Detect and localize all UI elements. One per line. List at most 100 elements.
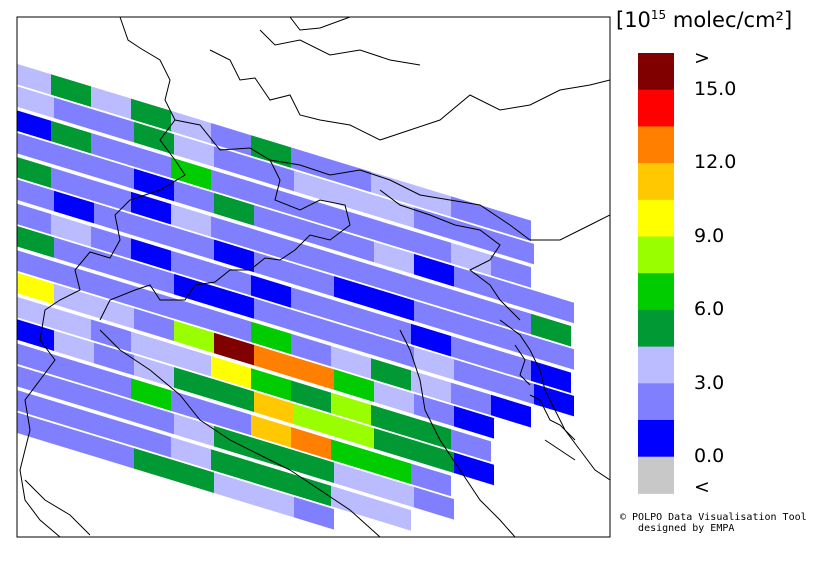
swath-pixel [374, 241, 414, 275]
swath-pixel [211, 169, 251, 203]
swath-pixel [374, 474, 414, 508]
swath-pixel [91, 366, 131, 399]
coastline [24, 479, 91, 536]
swath-pixel [331, 206, 371, 239]
swath-pixel [91, 319, 131, 353]
swath-pixel [451, 336, 491, 369]
swath-pixel [411, 277, 451, 310]
swath-pixel [331, 485, 371, 519]
colorbar-bin [638, 199, 674, 237]
swath-pixel [411, 230, 451, 264]
swath-pixel [371, 404, 411, 438]
swath-pixel [294, 263, 334, 297]
swath-pixel [294, 496, 334, 530]
swath-pixel [171, 110, 211, 144]
swath-pixel [251, 275, 291, 308]
swath-pixel [51, 400, 91, 434]
swath-pixel [331, 159, 371, 193]
swath-pixel [17, 203, 51, 235]
swath-pixel [174, 134, 214, 167]
coastline [399, 329, 516, 537]
swath-pixel [334, 182, 374, 216]
swath-pixel [531, 313, 571, 347]
legend-unit: [1015 molec/cm²] [616, 8, 793, 32]
swath-pixel [211, 309, 251, 343]
coastline [514, 344, 531, 386]
swath-pixel [491, 394, 531, 428]
swath-pixel [17, 343, 51, 375]
swath-pixel [94, 342, 134, 376]
colorbar-bin [638, 89, 674, 127]
swath-pixel [334, 276, 374, 309]
swath-pixel [534, 290, 574, 324]
swath-pixel [91, 86, 131, 120]
swath-pixel [254, 484, 294, 518]
swath-pixel [51, 307, 91, 340]
swath-pixel [334, 415, 374, 449]
swath-pixel [331, 299, 371, 333]
swath-pixel [371, 265, 411, 298]
swath-pixel [414, 347, 454, 380]
swath-pixel [451, 196, 491, 229]
swath-pixel [17, 157, 51, 188]
swath-pixel [331, 252, 371, 286]
legend-label-6: 6.0 [694, 298, 725, 320]
credit-text: © POLPO Data Visualisation Tool designed… [620, 512, 807, 534]
swath-pixel [254, 251, 294, 285]
legend-label-9: 9.0 [694, 225, 725, 247]
swath-pixel [374, 334, 414, 368]
swath-pixel [174, 413, 214, 447]
swath-pixel [17, 296, 51, 328]
swath-pixel [451, 289, 491, 323]
swath-pixel [131, 98, 171, 132]
swath-pixel [494, 278, 534, 311]
colorbar-bin [638, 420, 674, 458]
coastline [529, 394, 576, 461]
swath-pixel [334, 322, 374, 356]
swath-pixel [534, 383, 574, 417]
swath-pixel [411, 370, 451, 404]
swath-pixel [131, 378, 171, 411]
swath-pixel [134, 448, 174, 481]
swath-pixel [331, 346, 371, 379]
swath-pixel [294, 403, 334, 437]
swath-pixel [91, 133, 131, 166]
swath-pixel [211, 262, 251, 296]
swath-pixel [54, 190, 94, 224]
colorbar-bin [638, 346, 674, 384]
swath-pixel [211, 356, 251, 389]
swath-pixel [494, 371, 534, 405]
swath-pixel [54, 330, 94, 364]
swath-pixel [291, 427, 331, 460]
swath-pixel [294, 170, 334, 204]
swath-pixel [91, 272, 131, 306]
colorbar-bin [638, 309, 674, 348]
coastlines-and-borders [19, 17, 610, 537]
swath-pixel [294, 357, 334, 390]
border-line [259, 29, 421, 66]
swath-pixel [91, 226, 131, 259]
colorbar-bin [638, 126, 674, 164]
swath-pixel [174, 367, 214, 400]
swath-pixel [494, 231, 534, 265]
swath-pixel [454, 219, 494, 253]
swath-pixel [451, 429, 491, 462]
swath-pixel [131, 424, 171, 458]
swath-pixel [171, 297, 211, 330]
swath-pixel [454, 312, 494, 346]
swath-pixel [134, 121, 174, 155]
colorbar-bin [638, 163, 674, 201]
swath-pixel [94, 156, 134, 189]
swath-pixel [454, 266, 494, 299]
swath-pixel [94, 109, 134, 143]
swath-pixel [531, 360, 571, 394]
swath-pixel [54, 144, 94, 177]
swath-pixel [134, 261, 174, 295]
swath-pixel [17, 63, 51, 95]
swath-pixel [51, 120, 91, 154]
swath-pixel [214, 146, 254, 179]
swath-pixel [371, 498, 411, 531]
swath-pixel [174, 460, 214, 493]
border-line [99, 159, 351, 321]
swath-pixel [54, 423, 94, 457]
